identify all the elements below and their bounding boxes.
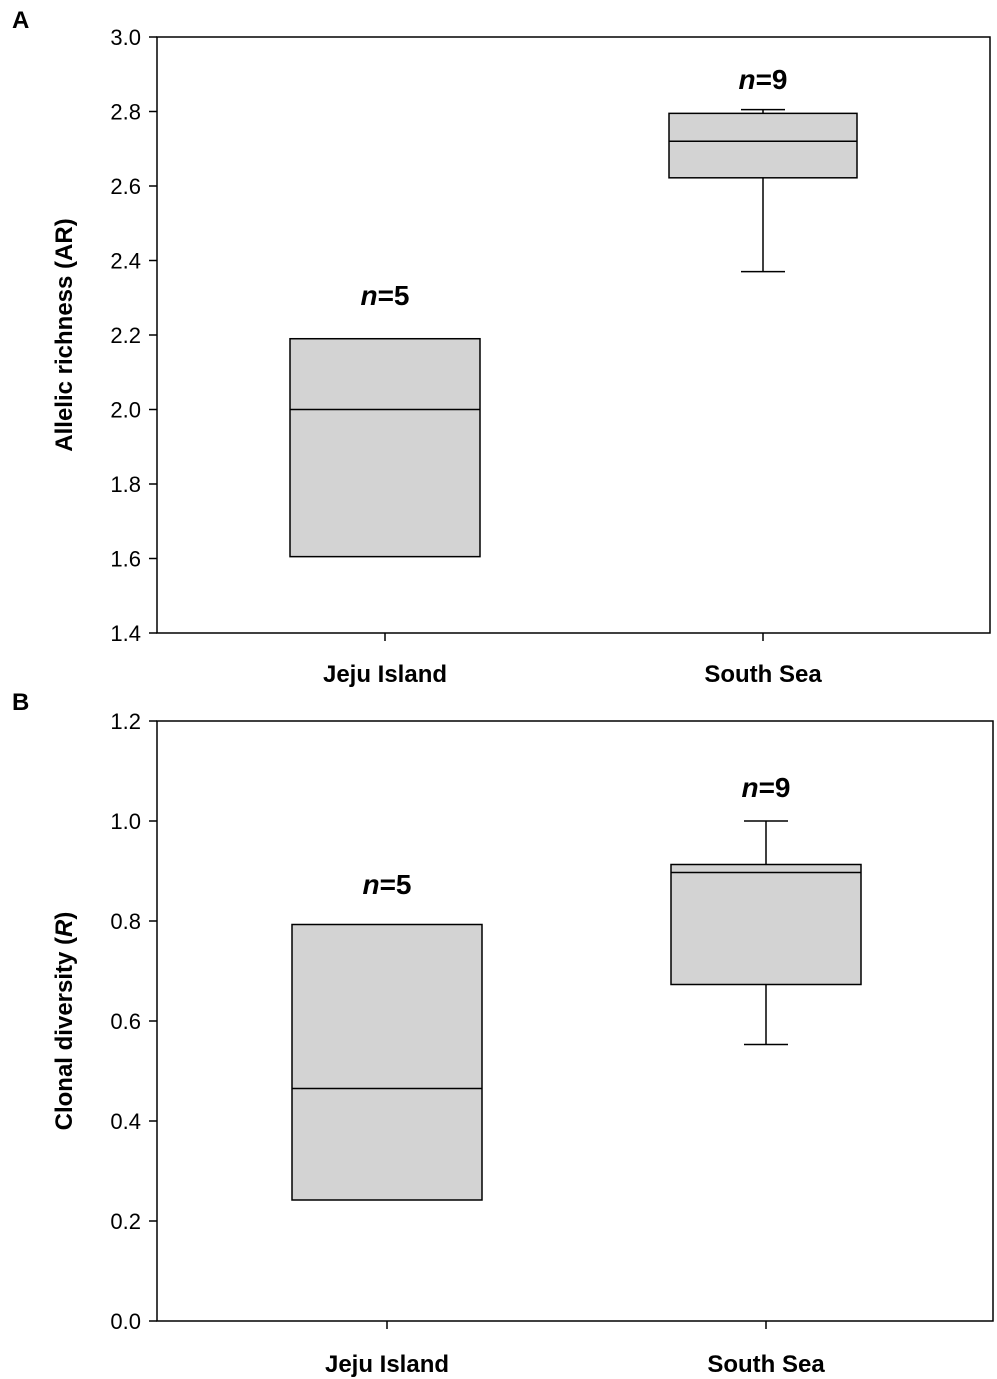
panel-b-clonal-diversity: B Clonal diversity (R) 0.0 0.2 0.4 0.6 0.8 1.… xyxy=(12,689,994,1378)
y-tick-label-a: 1.6 xyxy=(110,547,141,572)
sample-size-label-b: n=5 xyxy=(362,869,411,900)
y-tick-label-b: 0.2 xyxy=(110,1209,141,1234)
y-tick-label-b: 1.2 xyxy=(110,709,141,734)
x-category-label-b: Jeju Island xyxy=(325,1351,449,1378)
y-tick-label-b: 0.6 xyxy=(110,1009,141,1034)
y-axis-label-a: Allelic richness (AR) xyxy=(51,218,78,451)
sample-size-label-b: n=9 xyxy=(741,772,790,803)
box-b xyxy=(291,923,483,1201)
x-category-label-a: Jeju Island xyxy=(323,661,447,688)
y-tick-label-a: 2.2 xyxy=(110,323,141,348)
y-tick-label-a: 2.8 xyxy=(110,100,141,125)
x-category-label-a: South Sea xyxy=(704,661,822,688)
box-b xyxy=(670,863,862,986)
panel-label-a: A xyxy=(12,7,29,34)
y-tick-label-a: 2.0 xyxy=(110,398,141,423)
y-axis-label-b: Clonal diversity (R) xyxy=(51,912,78,1131)
y-tick-label-b: 0.4 xyxy=(110,1109,141,1134)
x-category-label-b: South Sea xyxy=(707,1351,825,1378)
plot-frame-a xyxy=(156,36,991,634)
y-tick-label-b: 1.0 xyxy=(110,809,141,834)
panel-a-allelic-richness: A Allelic richness (AR) 1.4 1.6 1.8 2.0 2.2 2… xyxy=(12,7,991,688)
y-tick-label-a: 2.4 xyxy=(110,249,141,274)
y-tick-label-a: 3.0 xyxy=(110,25,141,50)
sample-size-label-a: n=9 xyxy=(738,64,787,95)
y-tick-label-a: 1.8 xyxy=(110,472,141,497)
plot-frame-b xyxy=(156,720,994,1322)
y-tick-label-b: 0.0 xyxy=(110,1309,141,1334)
panel-label-b: B xyxy=(12,689,29,716)
y-tick-label-a: 1.4 xyxy=(110,621,141,646)
y-tick-label-a: 2.6 xyxy=(110,174,141,199)
sample-size-label-a: n=5 xyxy=(360,280,409,311)
box-a xyxy=(289,337,481,558)
box-a xyxy=(668,112,858,179)
y-tick-label-b: 0.8 xyxy=(110,909,141,934)
